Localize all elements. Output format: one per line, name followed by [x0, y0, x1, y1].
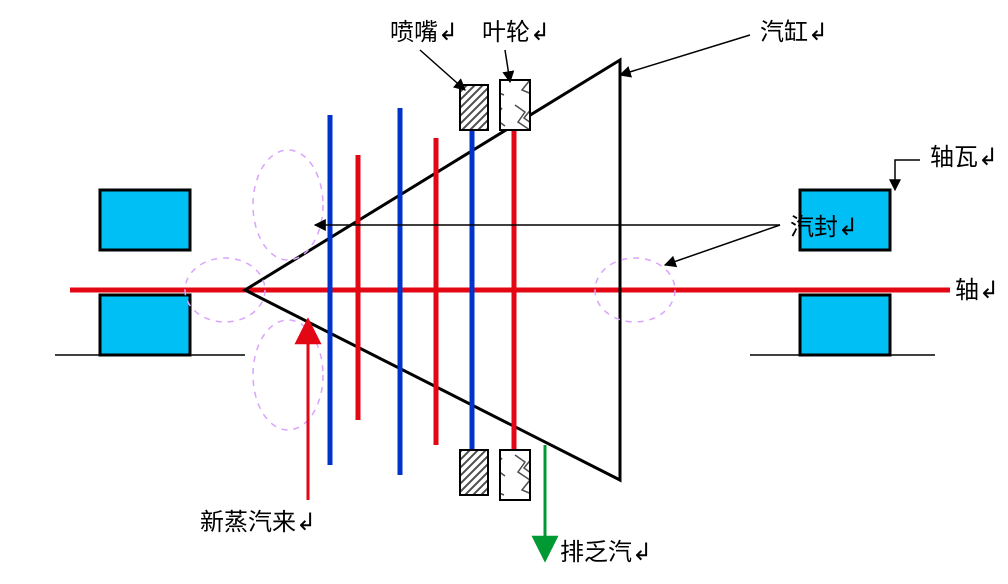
label-seal: 汽封↲: [790, 214, 858, 241]
label-cylinder: 汽缸↲: [760, 19, 828, 46]
arrow-cylinder: [620, 35, 750, 75]
seal-ellipse-0: [253, 150, 323, 260]
bearing-right-bottom: [800, 295, 890, 355]
arrow-nozzle: [420, 50, 465, 90]
label-shaft: 轴↲: [955, 277, 999, 304]
arrow-bearing: [895, 160, 920, 190]
arrow-impeller: [505, 50, 510, 82]
bearing-left-bottom: [100, 295, 190, 355]
label-nozzle: 喷嘴↲: [390, 19, 458, 46]
cylinder-triangle: [245, 60, 620, 480]
impeller-box-0: [500, 80, 530, 130]
label-impeller: 叶轮↲: [482, 19, 550, 46]
nozzle-box-0: [460, 85, 488, 130]
label-bearing: 轴瓦↲: [930, 144, 998, 171]
seal-ellipse-1: [253, 320, 323, 430]
nozzle-box-1: [460, 450, 488, 495]
label-steam_in: 新蒸汽来↲: [200, 509, 316, 536]
impeller-box-1: [500, 450, 530, 500]
label-steam_out: 排乏汽↲: [560, 539, 652, 566]
bearing-left-top: [100, 190, 190, 250]
arrow-seal-2: [665, 225, 780, 265]
